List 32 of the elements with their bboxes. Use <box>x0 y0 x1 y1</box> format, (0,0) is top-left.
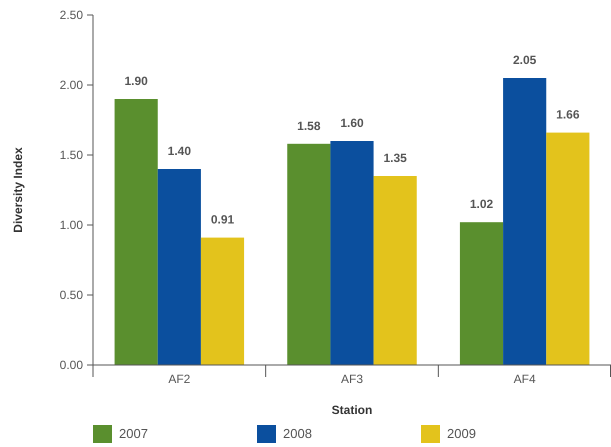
data-label: 1.60 <box>340 116 364 130</box>
y-tick-label: 2.00 <box>60 78 84 92</box>
bar <box>460 222 504 365</box>
y-axis-title: Diversity Index <box>11 146 25 233</box>
y-tick-label: 1.00 <box>60 218 84 232</box>
bar <box>503 78 546 365</box>
data-label: 1.35 <box>383 151 408 165</box>
data-label: 1.58 <box>297 118 321 133</box>
bar <box>200 238 244 365</box>
y-tick-label: 2.50 <box>60 8 84 22</box>
bar <box>158 169 201 365</box>
y-tick-label: 0.50 <box>60 288 84 302</box>
data-label: 2.05 <box>512 53 537 67</box>
data-label: 0.91 <box>210 212 234 227</box>
data-label: 1.40 <box>168 144 192 158</box>
y-tick-label: 0.00 <box>60 358 84 372</box>
data-label: 1.66 <box>556 108 580 122</box>
legend-label: 2007 <box>119 426 148 441</box>
x-tick-label: AF2 <box>168 372 191 386</box>
y-tick-label: 1.50 <box>60 148 84 162</box>
x-tick-label: AF4 <box>514 372 536 386</box>
legend-label: 2008 <box>283 426 312 441</box>
bar <box>546 132 590 365</box>
x-axis-title: Station <box>332 403 372 417</box>
data-label: 1.02 <box>470 197 494 212</box>
bar <box>330 141 374 365</box>
bar <box>374 176 417 365</box>
legend-label: 2009 <box>447 426 476 441</box>
x-tick-label: AF3 <box>340 372 364 386</box>
data-label: 1.90 <box>124 74 148 88</box>
bar <box>114 99 158 365</box>
bar <box>287 144 330 365</box>
